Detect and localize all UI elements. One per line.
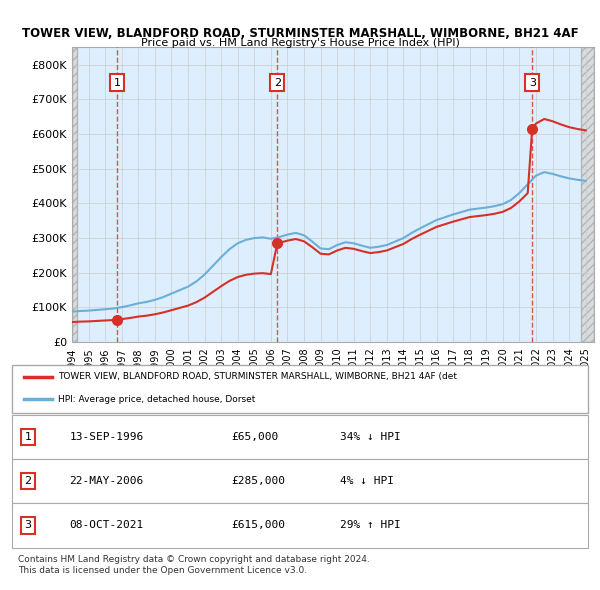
Text: 22-MAY-2006: 22-MAY-2006 (70, 476, 144, 486)
FancyBboxPatch shape (12, 503, 588, 548)
Text: 34% ↓ HPI: 34% ↓ HPI (340, 432, 401, 442)
Text: 1: 1 (113, 78, 121, 87)
Text: HPI: Average price, detached house, Dorset: HPI: Average price, detached house, Dors… (58, 395, 256, 404)
Text: Price paid vs. HM Land Registry's House Price Index (HPI): Price paid vs. HM Land Registry's House … (140, 38, 460, 48)
Text: TOWER VIEW, BLANDFORD ROAD, STURMINSTER MARSHALL, WIMBORNE, BH21 4AF: TOWER VIEW, BLANDFORD ROAD, STURMINSTER … (22, 27, 578, 40)
FancyBboxPatch shape (12, 459, 588, 503)
Text: 1: 1 (25, 432, 32, 442)
Text: 29% ↑ HPI: 29% ↑ HPI (340, 520, 401, 530)
FancyBboxPatch shape (12, 365, 588, 413)
Text: £285,000: £285,000 (231, 476, 285, 486)
Bar (581, 47, 594, 342)
Text: 3: 3 (529, 78, 536, 87)
FancyBboxPatch shape (12, 415, 588, 459)
Text: 3: 3 (25, 520, 32, 530)
Text: TOWER VIEW, BLANDFORD ROAD, STURMINSTER MARSHALL, WIMBORNE, BH21 4AF (det: TOWER VIEW, BLANDFORD ROAD, STURMINSTER … (58, 372, 457, 381)
Text: Contains HM Land Registry data © Crown copyright and database right 2024.: Contains HM Land Registry data © Crown c… (18, 555, 370, 563)
Text: 2: 2 (274, 78, 281, 87)
Text: 08-OCT-2021: 08-OCT-2021 (70, 520, 144, 530)
Text: 13-SEP-1996: 13-SEP-1996 (70, 432, 144, 442)
Text: £65,000: £65,000 (231, 432, 278, 442)
Text: 2: 2 (25, 476, 32, 486)
Bar (72, 47, 77, 342)
Text: This data is licensed under the Open Government Licence v3.0.: This data is licensed under the Open Gov… (18, 566, 307, 575)
Text: £615,000: £615,000 (231, 520, 285, 530)
Text: 4% ↓ HPI: 4% ↓ HPI (340, 476, 394, 486)
